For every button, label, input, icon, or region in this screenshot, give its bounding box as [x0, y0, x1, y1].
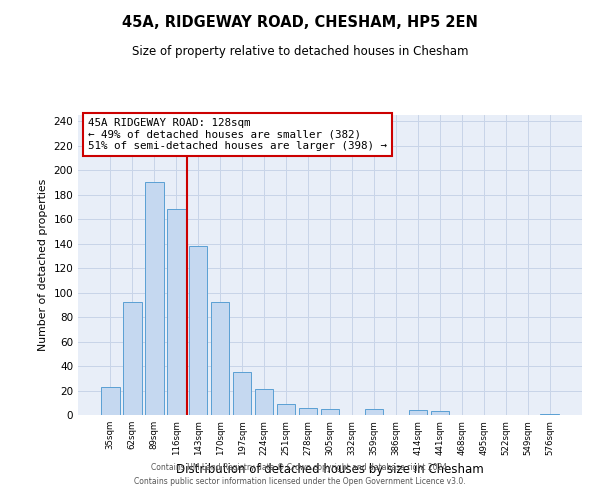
Bar: [409, 410, 427, 415]
Bar: [123, 302, 142, 415]
X-axis label: Distribution of detached houses by size in Chesham: Distribution of detached houses by size …: [176, 463, 484, 476]
Bar: [255, 390, 274, 415]
Text: 45A, RIDGEWAY ROAD, CHESHAM, HP5 2EN: 45A, RIDGEWAY ROAD, CHESHAM, HP5 2EN: [122, 15, 478, 30]
Bar: [211, 302, 229, 415]
Bar: [541, 414, 559, 415]
Bar: [145, 182, 164, 415]
Bar: [189, 246, 208, 415]
Y-axis label: Number of detached properties: Number of detached properties: [38, 179, 48, 351]
Bar: [365, 409, 383, 415]
Text: Contains public sector information licensed under the Open Government Licence v3: Contains public sector information licen…: [134, 477, 466, 486]
Bar: [101, 387, 119, 415]
Bar: [233, 372, 251, 415]
Bar: [299, 408, 317, 415]
Bar: [167, 210, 185, 415]
Bar: [320, 409, 340, 415]
Text: Size of property relative to detached houses in Chesham: Size of property relative to detached ho…: [132, 45, 468, 58]
Bar: [277, 404, 295, 415]
Text: 45A RIDGEWAY ROAD: 128sqm
← 49% of detached houses are smaller (382)
51% of semi: 45A RIDGEWAY ROAD: 128sqm ← 49% of detac…: [88, 118, 387, 151]
Text: Contains HM Land Registry data © Crown copyright and database right 2024.: Contains HM Land Registry data © Crown c…: [151, 464, 449, 472]
Bar: [431, 412, 449, 415]
